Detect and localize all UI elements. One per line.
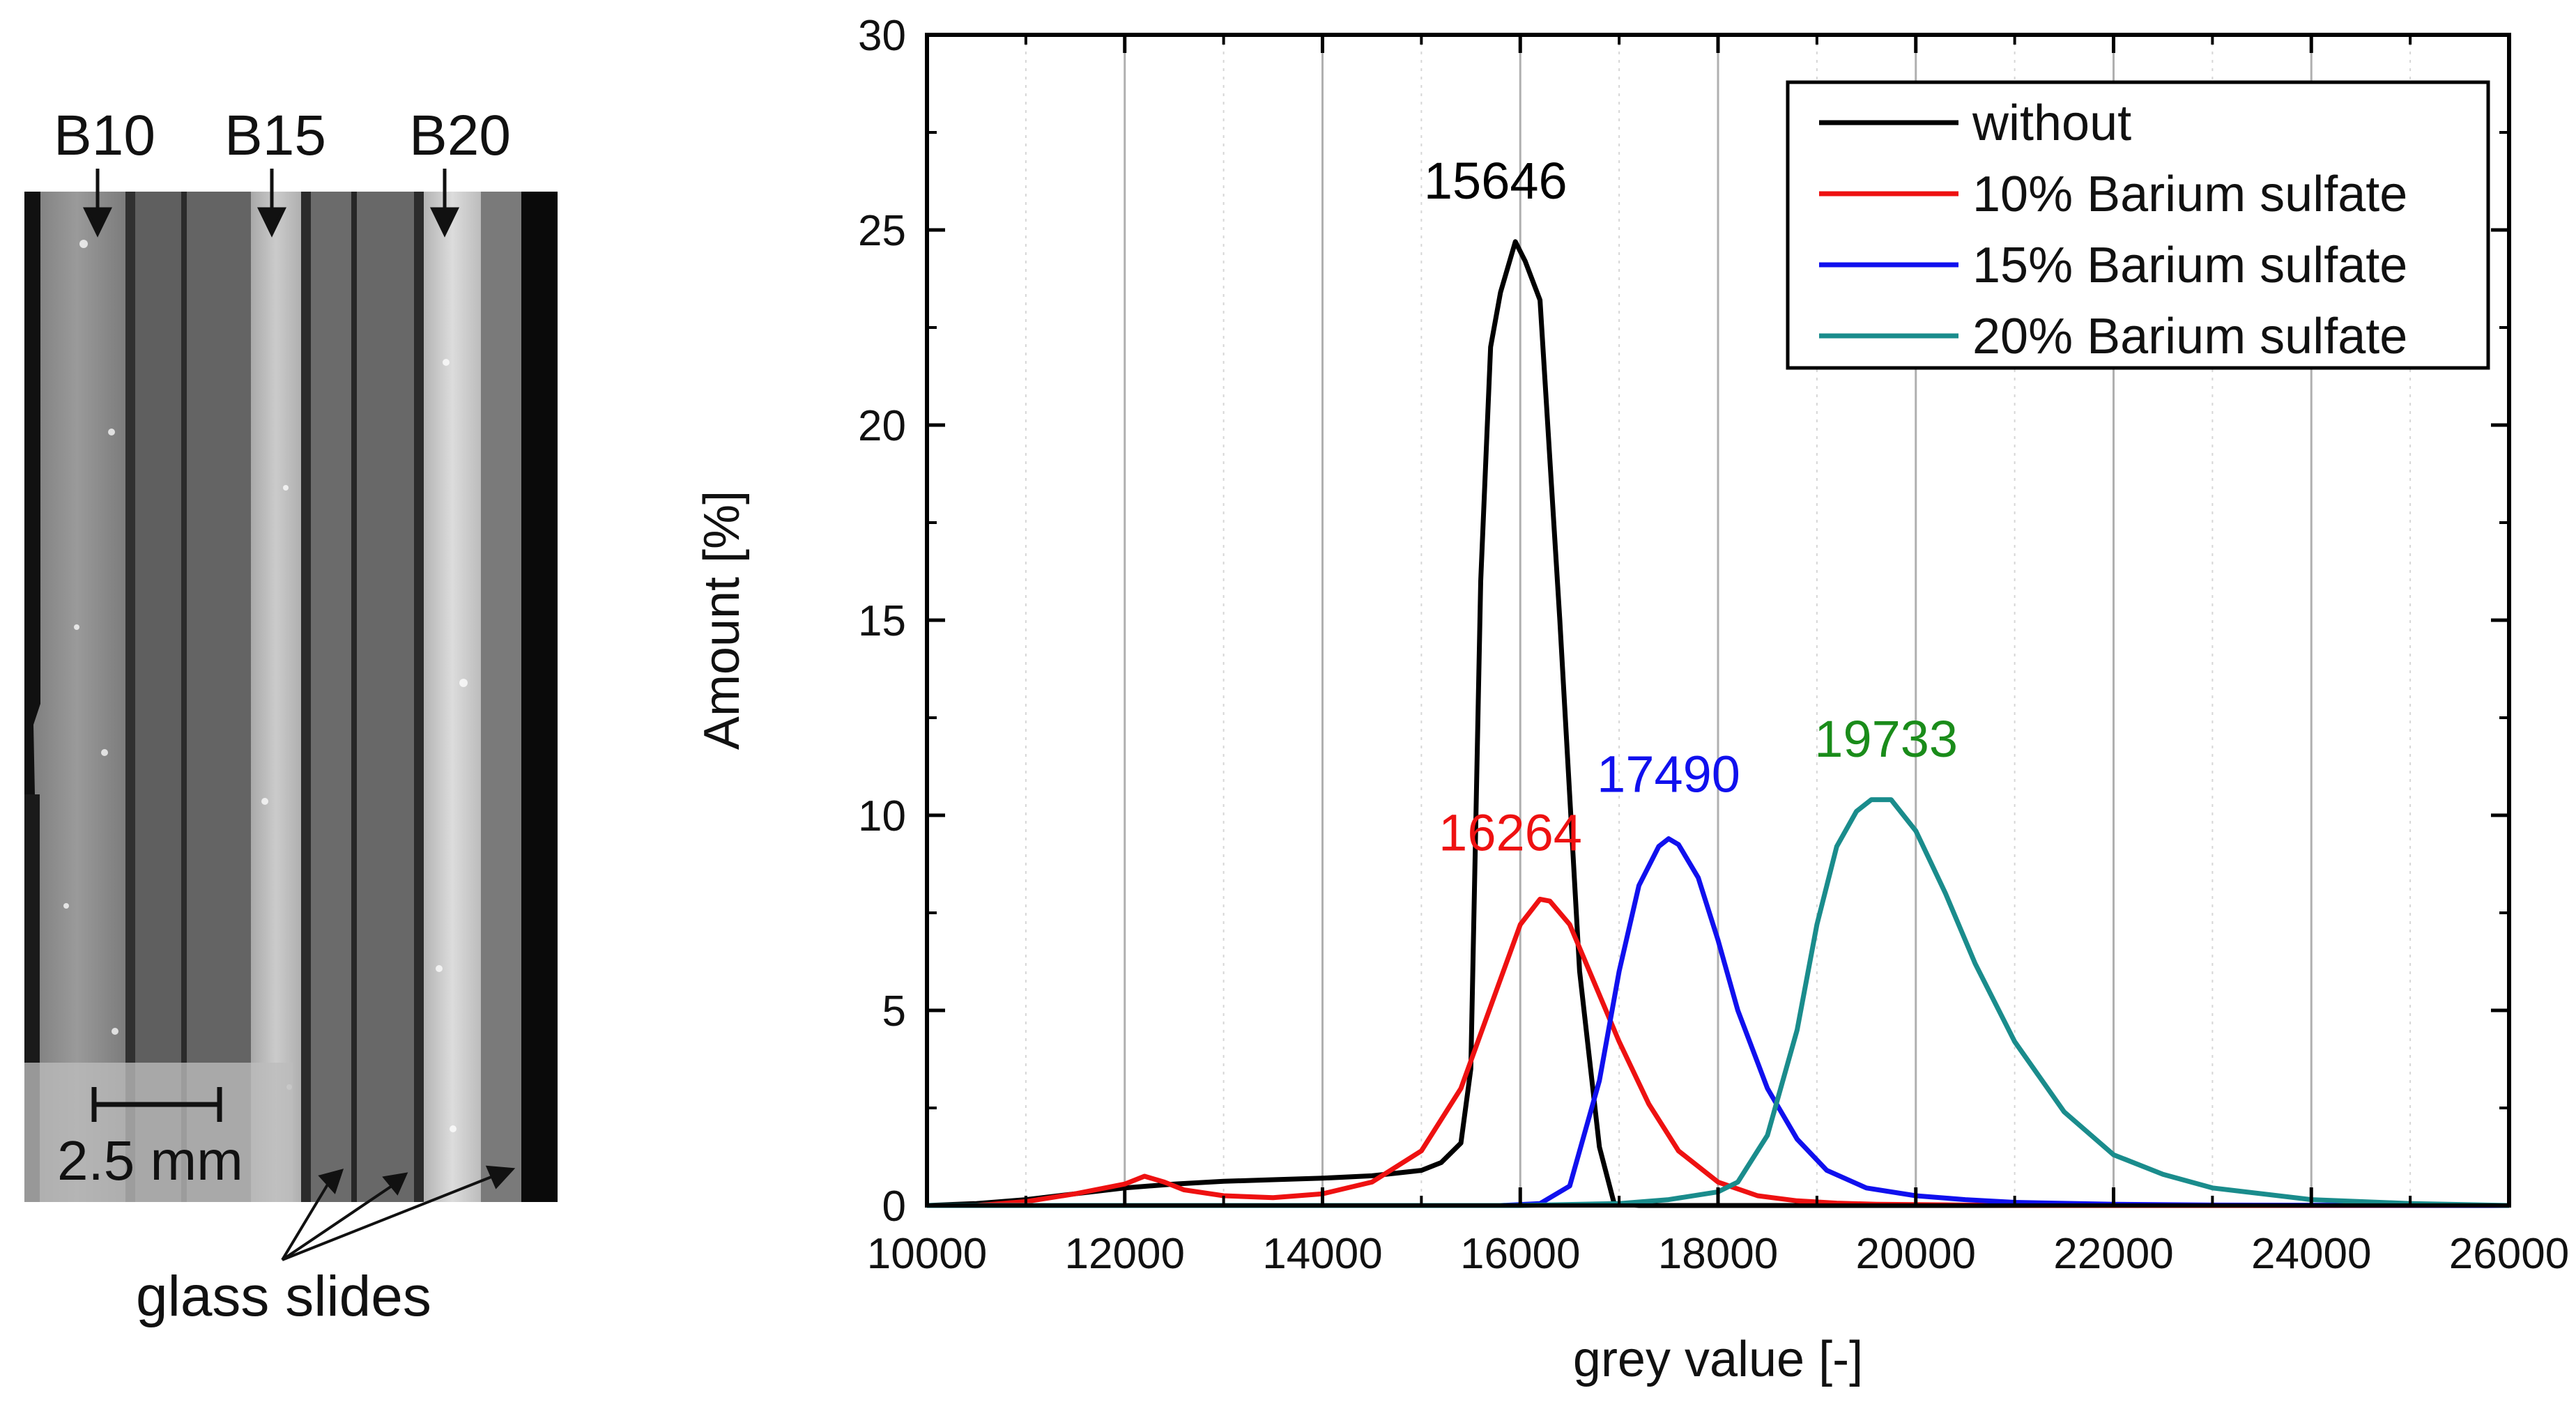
y-tick-label: 10: [858, 792, 906, 840]
x-tick-label: 18000: [1658, 1230, 1778, 1278]
series-line-0: [926, 239, 2509, 1208]
chart-series: [926, 239, 2510, 1208]
legend-box: [1786, 80, 2490, 370]
y-tick-label: 25: [858, 207, 906, 255]
peak-label-2: 17490: [1597, 745, 1740, 803]
chart-legend: without 10% Barium sulfate 15% Barium sulf…: [1786, 80, 2490, 370]
x-tick-label: 22000: [2053, 1230, 2173, 1278]
peak-labels: 15646 16264 17490 19733: [1424, 152, 1958, 861]
scale-bar-label: 2.5 mm: [57, 1130, 243, 1192]
y-tick-label: 5: [882, 987, 906, 1035]
x-tick-label: 16000: [1460, 1230, 1580, 1278]
y-tick-label: 0: [882, 1183, 906, 1231]
micrograph-image: [24, 192, 558, 1202]
sample-arrows: [83, 169, 459, 238]
y-tick-label: 20: [858, 402, 906, 450]
label-b10: B10: [54, 104, 155, 167]
series-line-2: [927, 836, 2510, 1208]
peak-label-3: 19733: [1814, 710, 1958, 768]
legend-label-0: without: [1972, 95, 2131, 151]
label-b20: B20: [409, 104, 511, 167]
y-tick-label: 30: [858, 12, 906, 60]
legend-label-3: 20% Barium sulfate: [1972, 309, 2407, 364]
glass-slide-arrows: [281, 1165, 516, 1261]
x-axis-label: grey value [-]: [1573, 1332, 1863, 1387]
x-tick-label: 24000: [2251, 1230, 2371, 1278]
legend-label-1: 10% Barium sulfate: [1972, 167, 2407, 222]
peak-label-1: 16264: [1439, 803, 1582, 861]
series-line-1: [976, 896, 2509, 1208]
legend-label-2: 15% Barium sulfate: [1972, 238, 2407, 293]
x-tick-label: 26000: [2449, 1230, 2569, 1278]
x-tick-label: 12000: [1065, 1230, 1185, 1278]
peak-label-0: 15646: [1424, 152, 1567, 210]
y-tick-label: 15: [858, 597, 906, 645]
x-tick-label: 10000: [867, 1230, 987, 1278]
chart-ticks: 10000 12000 14000 16000 18000 20000 22000 24000…: [858, 12, 2569, 1278]
glass-slides-label: glass slides: [136, 1265, 431, 1328]
micrograph-panel: B10 B15 B20 2.5 mm glass slides: [24, 104, 558, 1328]
label-b15: B15: [224, 104, 326, 167]
x-tick-label: 20000: [1856, 1230, 1976, 1278]
series-line-3: [927, 797, 2510, 1208]
x-tick-label: 14000: [1262, 1230, 1382, 1278]
y-axis-label: Amount [%]: [694, 491, 750, 750]
